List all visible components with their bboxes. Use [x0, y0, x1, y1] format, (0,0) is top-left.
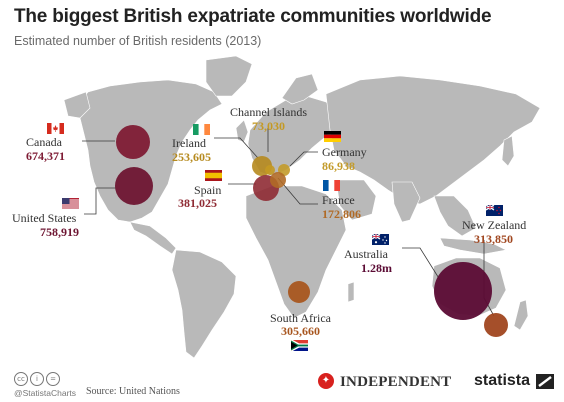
canada-bubble — [116, 125, 150, 159]
ireland-label: Ireland — [172, 136, 206, 150]
france-connector — [277, 177, 318, 205]
ireland-flag-icon — [193, 124, 210, 135]
spain-label: Spain — [194, 183, 222, 197]
greenland-landmass — [205, 55, 253, 97]
statista-mark-icon — [536, 374, 554, 389]
southeast-asia-landmass — [433, 195, 477, 237]
connector-lines — [82, 128, 495, 317]
canada-value: 674,371 — [26, 149, 65, 163]
channel-islands-label: Channel Islands — [230, 105, 307, 119]
chart-subtitle: Estimated number of British residents (2… — [14, 34, 262, 48]
channel-islands-bubble — [265, 165, 275, 175]
usa-bubble — [115, 167, 153, 205]
spain-value: 381,025 — [178, 196, 217, 210]
france-value: 172,806 — [322, 207, 361, 221]
germany-flag-icon — [324, 131, 341, 142]
canada-label: Canada — [26, 135, 62, 149]
statista-logo: statista — [474, 372, 531, 389]
spain-flag-icon — [205, 170, 222, 181]
creative-commons-icon: cc — [14, 372, 28, 386]
arabia-landmass — [335, 179, 377, 221]
no-derivatives-icon: = — [46, 372, 60, 386]
land-masses — [63, 55, 541, 359]
usa-connector — [84, 187, 116, 215]
germany-value: 86,938 — [322, 159, 355, 173]
new-zealand-landmass — [513, 299, 529, 331]
australia-flag-icon — [372, 234, 389, 245]
france-label: France — [322, 193, 355, 207]
chart-title: The biggest British expatriate communiti… — [14, 6, 492, 27]
british-isles-landmass — [235, 119, 249, 143]
ireland-value: 253,605 — [172, 150, 211, 164]
south-africa-bubble — [288, 281, 310, 303]
independent-eagle-icon: ✦ — [318, 373, 334, 389]
canada-flag-icon — [47, 123, 64, 134]
indonesia-landmass — [439, 237, 507, 255]
japan-landmass — [501, 135, 515, 167]
alaska-landmass — [63, 91, 91, 119]
australia-label: Australia — [344, 247, 388, 261]
independent-logo: INDEPENDENT — [340, 374, 452, 390]
south-america-landmass — [171, 249, 237, 359]
channel-islands-value: 73,030 — [252, 119, 285, 133]
attribution-icon: i — [30, 372, 44, 386]
north-america-landmass — [77, 79, 223, 223]
ireland-connector — [214, 137, 259, 159]
usa-value: 758,919 — [40, 225, 79, 239]
statista-charts-handle: @StatistaCharts — [14, 388, 77, 398]
usa-label: United States — [12, 211, 77, 225]
france-bubble — [270, 172, 286, 188]
germany-label: Germany — [322, 145, 367, 159]
australia-bubble — [434, 262, 492, 320]
south-africa-flag-icon — [291, 340, 308, 351]
africa-landmass — [245, 185, 347, 319]
new-zealand-label: New Zealand — [462, 218, 527, 232]
australia-value: 1.28m — [361, 261, 392, 275]
france-flag-icon — [323, 180, 340, 191]
asia-landmass — [325, 75, 541, 205]
central-america-landmass — [129, 221, 177, 255]
australia-connector — [402, 247, 441, 281]
bubbles — [115, 125, 508, 337]
new-zealand-bubble — [484, 313, 508, 337]
south-africa-value: 305,660 — [281, 324, 320, 338]
usa-flag-icon — [62, 198, 79, 209]
scandinavia-landmass — [281, 73, 319, 105]
madagascar-landmass — [347, 281, 355, 303]
new-zealand-value: 313,850 — [474, 232, 513, 246]
new-zealand-flag-icon — [486, 205, 503, 216]
south-africa-label: South Africa — [270, 311, 331, 325]
india-landmass — [391, 181, 421, 223]
source-note: Source: United Nations — [86, 386, 180, 397]
germany-connector — [289, 151, 318, 167]
